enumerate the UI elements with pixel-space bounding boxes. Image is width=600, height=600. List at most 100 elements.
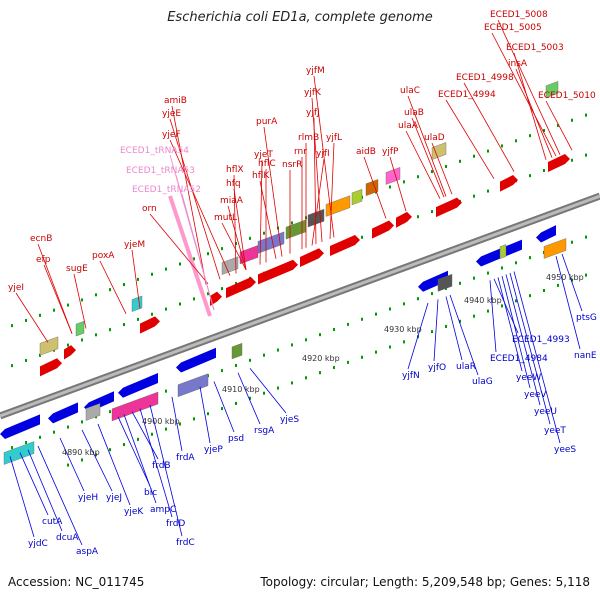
- genome-backbone: [0, 192, 600, 420]
- reverse-gene-label: ulaR: [456, 362, 476, 372]
- forward-gene-arrow: [40, 358, 62, 377]
- reverse-gene-label: yjeP: [204, 445, 223, 455]
- reverse-gene-label: nanE: [574, 351, 597, 361]
- tick-dot: [319, 333, 321, 337]
- reverse-gene-label: yeeT: [544, 426, 566, 436]
- tick-dot: [39, 313, 41, 317]
- leader-line: [99, 260, 127, 314]
- tick-dot: [193, 417, 195, 421]
- tick-dot: [291, 343, 293, 347]
- tick-dot: [431, 330, 433, 334]
- kbp-tick-label: 4950 kbp: [546, 273, 584, 282]
- leader-line: [449, 294, 479, 376]
- forward-gene-arrow: [300, 248, 324, 267]
- tick-dot: [25, 440, 27, 444]
- tick-dot: [67, 343, 69, 347]
- reverse-gene-label: ulaG: [472, 377, 493, 387]
- tick-dot: [263, 391, 265, 395]
- leader-line: [445, 99, 495, 180]
- tick-dot: [431, 210, 433, 214]
- forward-gene-label: insA: [508, 59, 528, 69]
- accession-text: Accession: NC_011745: [8, 575, 145, 589]
- reverse-gene-label: dcuA: [56, 533, 79, 543]
- tick-dot: [347, 360, 349, 364]
- tick-dot: [529, 174, 531, 178]
- reverse-gene-label: cutA: [42, 517, 63, 527]
- leader-line: [27, 449, 63, 532]
- tick-dot: [431, 170, 433, 174]
- tick-dot: [277, 348, 279, 352]
- tick-dot: [277, 386, 279, 390]
- tick-dot: [109, 448, 111, 452]
- leader-line: [311, 97, 323, 242]
- rna-feature-box: [131, 295, 143, 312]
- tick-dot: [487, 189, 489, 193]
- tick-dot: [543, 289, 545, 293]
- leader-line: [313, 117, 317, 245]
- tick-dot: [557, 123, 559, 127]
- tick-dot: [81, 420, 83, 424]
- kbp-tick-label: 4920 kbp: [302, 354, 340, 363]
- forward-gene-label: ECED1_5008: [490, 10, 548, 20]
- rna-feature-box: [39, 336, 59, 356]
- tick-dot: [39, 435, 41, 439]
- tick-dot: [585, 235, 587, 239]
- leader-line: [545, 100, 573, 151]
- reverse-gene-arrow: [48, 402, 78, 424]
- rna-feature-box: [431, 142, 447, 160]
- forward-gene-arrow: [500, 175, 518, 192]
- tick-dot: [235, 281, 237, 285]
- tick-dot: [25, 358, 27, 362]
- tick-dot: [109, 328, 111, 332]
- label-leaders: [9, 19, 583, 546]
- reverse-gene-label: frdC: [176, 538, 195, 548]
- tick-dot: [235, 363, 237, 367]
- forward-gene-label: yjfK: [304, 88, 322, 98]
- forward-gene-label: ECED1_5005: [484, 23, 542, 33]
- reverse-gene-arrow: [418, 270, 448, 292]
- reverse-gene-label: blc: [144, 488, 157, 498]
- forward-gene-label: yjeF: [162, 130, 181, 140]
- rna-feature-box: [177, 373, 209, 398]
- leader-line: [15, 292, 49, 343]
- forward-gene-arrow: [210, 291, 222, 306]
- forward-gene-arrow: [548, 153, 570, 173]
- tick-dot: [445, 164, 447, 168]
- tick-dot: [529, 294, 531, 298]
- tick-dot: [361, 317, 363, 321]
- reverse-gene-label: ampC: [150, 505, 176, 515]
- reverse-gene-label: frdD: [166, 519, 185, 529]
- tick-dot: [403, 180, 405, 184]
- leader-line: [433, 299, 439, 362]
- leader-line: [233, 188, 247, 270]
- reverse-gene-label: yjfO: [428, 363, 446, 373]
- forward-gene-arrow: [140, 316, 160, 334]
- tick-dot: [67, 303, 69, 307]
- forward-gene-label: purA: [256, 117, 278, 127]
- rna-feature-box: [385, 167, 401, 185]
- reverse-gene-label: frdA: [176, 453, 195, 463]
- reverse-gene-label: ptsG: [576, 313, 597, 323]
- reverse-gene-arrow: [476, 239, 522, 267]
- leader-line: [411, 117, 445, 198]
- reverse-gene-arrow: [0, 414, 40, 439]
- tick-dot: [263, 231, 265, 235]
- leader-line: [227, 205, 247, 270]
- leader-line: [363, 156, 387, 219]
- tick-dot: [487, 149, 489, 153]
- tick-dot: [515, 261, 517, 265]
- kbp-tick-label: 4910 kbp: [222, 385, 260, 394]
- forward-gene-arrow: [396, 211, 412, 228]
- tick-dot: [221, 287, 223, 291]
- tick-dot: [291, 221, 293, 225]
- tick-dot: [459, 319, 461, 323]
- forward-gene-label: yjeT: [254, 150, 273, 160]
- tick-dot: [263, 353, 265, 357]
- trna-label: ECED1_tRNA53: [126, 166, 195, 176]
- forward-gene-arrow: [64, 345, 76, 360]
- rna-feature-box: [231, 342, 243, 360]
- kbp-tick-label: 4940 kbp: [464, 296, 502, 305]
- tick-dot: [53, 430, 55, 434]
- tick-dot: [473, 194, 475, 198]
- tick-dot: [81, 338, 83, 342]
